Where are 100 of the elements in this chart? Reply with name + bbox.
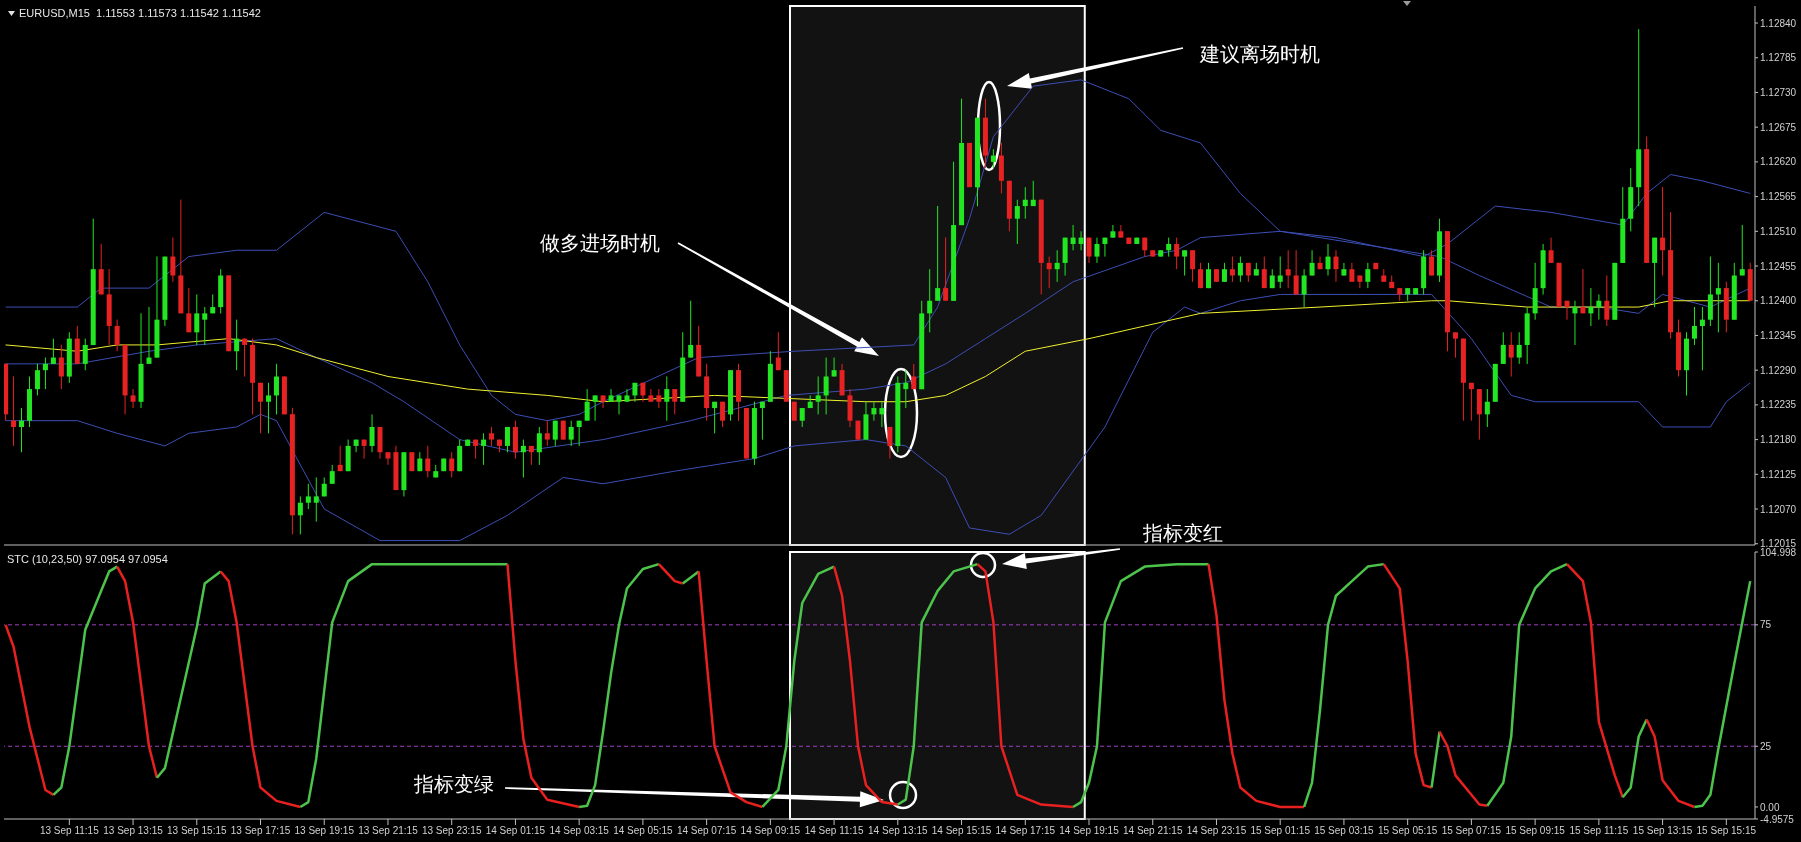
- candlestick: [1190, 249, 1196, 283]
- candlestick: [19, 407, 25, 453]
- candlestick: [664, 375, 670, 422]
- candlestick: [536, 426, 542, 466]
- candlestick: [11, 375, 17, 447]
- candlestick: [1277, 256, 1283, 289]
- x-tick-label: 15 Sep 07:15: [1441, 825, 1502, 837]
- candlestick: [50, 338, 56, 365]
- x-tick-label: 14 Sep 17:15: [995, 825, 1056, 837]
- candlestick: [329, 464, 335, 485]
- candlestick: [242, 338, 248, 378]
- y-tick-label: 1.12125: [1760, 468, 1797, 480]
- candlestick: [202, 306, 208, 346]
- x-tick-label: 14 Sep 13:15: [868, 825, 929, 837]
- candlestick: [313, 476, 319, 523]
- candlestick: [1054, 249, 1060, 283]
- candlestick: [425, 445, 431, 478]
- candlestick: [576, 420, 582, 447]
- annotation: 做多进场时机: [540, 230, 660, 255]
- candlestick: [1341, 262, 1347, 277]
- y-tick-label: 1.12620: [1760, 156, 1797, 168]
- y-tick-label: 1.12180: [1760, 434, 1797, 446]
- candlestick: [1078, 230, 1084, 251]
- x-tick-label: 15 Sep 01:15: [1250, 825, 1311, 837]
- candlestick: [1357, 274, 1363, 289]
- annotation: 指标变绿: [413, 771, 494, 796]
- candlestick: [114, 319, 120, 352]
- candlestick: [775, 331, 781, 371]
- candlestick: [353, 439, 359, 453]
- candlestick: [608, 388, 614, 403]
- candlestick: [305, 483, 311, 510]
- candlestick: [1333, 249, 1339, 283]
- x-tick-label: 14 Sep 09:15: [740, 825, 801, 837]
- candlestick: [520, 439, 526, 479]
- y-tick-label: 1.12455: [1760, 260, 1797, 272]
- y-tick-label: 1.12345: [1760, 330, 1797, 342]
- candlestick: [337, 445, 343, 472]
- x-tick-label: 15 Sep 03:15: [1314, 825, 1375, 837]
- y-tick-label: 1.12785: [1760, 52, 1797, 64]
- candlestick: [1309, 249, 1315, 277]
- line-series: [1621, 718, 1648, 799]
- candlestick: [1325, 243, 1331, 277]
- x-tick-label: 14 Sep 23:15: [1186, 825, 1247, 837]
- candlestick: [1604, 274, 1610, 327]
- candlestick: [759, 401, 765, 441]
- candlestick: [1086, 237, 1092, 264]
- candlestick: [265, 382, 271, 434]
- candlestick: [58, 344, 64, 390]
- x-tick-label: 13 Sep 11:15: [39, 825, 100, 837]
- candlestick: [1229, 256, 1235, 283]
- candlestick: [552, 420, 558, 447]
- candlestick: [170, 237, 176, 283]
- candlestick: [1014, 199, 1020, 245]
- candlestick: [584, 388, 590, 422]
- candlestick: [297, 495, 303, 535]
- x-tick-label: 13 Sep 23:15: [421, 825, 482, 837]
- candlestick: [656, 388, 662, 409]
- candlestick: [568, 420, 574, 447]
- candlestick: [186, 287, 192, 333]
- candlestick: [1484, 388, 1490, 428]
- candlestick: [592, 394, 598, 422]
- candlestick: [1198, 262, 1204, 289]
- y-tick-label: 1.12235: [1760, 399, 1797, 411]
- candlestick: [1365, 262, 1371, 289]
- candlestick: [1285, 249, 1291, 289]
- x-tick-label: 14 Sep 05:15: [613, 825, 674, 837]
- candlestick: [1699, 306, 1705, 371]
- candlestick: [258, 382, 264, 434]
- y-tick-label: 1.12565: [1760, 191, 1797, 203]
- candlestick: [1030, 180, 1036, 207]
- candlestick: [1110, 224, 1116, 239]
- x-tick-label: 14 Sep 07:15: [676, 825, 737, 837]
- candlestick: [943, 237, 949, 302]
- y-tick-label: 1.12070: [1760, 503, 1797, 515]
- candlestick: [1046, 256, 1052, 289]
- candlestick: [927, 268, 933, 333]
- candlestick: [1516, 331, 1522, 365]
- candlestick: [130, 388, 136, 409]
- y-tick-label: 1.12840: [1760, 17, 1797, 29]
- candlestick: [1548, 237, 1554, 264]
- candlestick: [712, 401, 718, 434]
- chart-title: STC (10,23,50) 97.0954 97.0954: [7, 553, 168, 565]
- chart-title: EURUSD,M15 1.11553 1.11573 1.11542 1.11542: [19, 7, 261, 19]
- candlestick: [990, 148, 996, 169]
- candlestick: [616, 394, 622, 415]
- candlestick: [879, 401, 885, 428]
- candlestick: [1691, 306, 1697, 346]
- candlestick: [688, 300, 694, 359]
- x-tick-label: 13 Sep 17:15: [230, 825, 291, 837]
- x-tick-label: 14 Sep 01:15: [485, 825, 546, 837]
- candlestick: [481, 432, 487, 466]
- x-tick-label: 15 Sep 05:15: [1377, 825, 1438, 837]
- annotation: 建议离场时机: [1199, 41, 1320, 66]
- candlestick: [1174, 237, 1180, 270]
- candlestick: [823, 357, 829, 415]
- candlestick: [1022, 186, 1028, 220]
- candlestick: [1660, 186, 1666, 277]
- x-tick-label: 13 Sep 21:15: [358, 825, 419, 837]
- y-tick-label: 1.12400: [1760, 295, 1797, 307]
- y-tick-label: 1.12675: [1760, 121, 1797, 133]
